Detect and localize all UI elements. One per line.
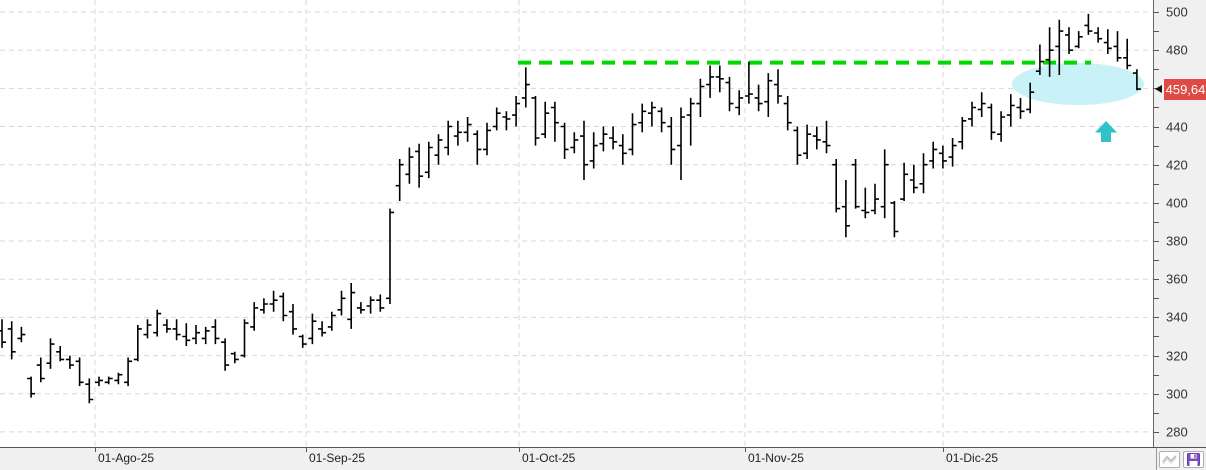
price-axis[interactable]: 280300320340360380400420440460480500 459… <box>1153 0 1206 447</box>
y-axis-tick <box>1154 317 1159 319</box>
y-axis-label: 480 <box>1166 42 1188 58</box>
time-axis[interactable]: 01-Ago-25 01-Sep-25 01-Oct-25 01-Nov-25 01-D… <box>0 447 1206 470</box>
zigzag-icon <box>1162 454 1177 465</box>
x-axis-label: 01-Ago-25 <box>98 451 155 465</box>
y-axis-tick <box>1154 431 1159 433</box>
highlight-ellipse[interactable] <box>1011 62 1144 105</box>
y-axis-label: 400 <box>1166 195 1188 211</box>
save-button[interactable] <box>1183 450 1204 468</box>
ohlc-chart-canvas <box>0 0 1153 447</box>
y-axis-tick <box>1154 50 1159 52</box>
y-axis-label: 380 <box>1166 233 1188 249</box>
last-price-value: 459,64 <box>1164 78 1206 100</box>
x-axis-label: 01-Dic-25 <box>946 451 999 465</box>
y-axis-tick <box>1154 221 1159 223</box>
x-axis-tick <box>744 448 746 452</box>
y-axis-tick <box>1154 412 1159 414</box>
y-axis-label: 500 <box>1166 4 1188 20</box>
y-axis-tick <box>1154 374 1159 376</box>
y-axis-tick <box>1154 107 1159 109</box>
price-chart[interactable] <box>0 0 1153 447</box>
y-axis-label: 340 <box>1166 309 1188 325</box>
x-axis-label: 01-Nov-25 <box>747 451 804 465</box>
y-axis-tick <box>1154 12 1159 14</box>
x-axis-label: 01-Sep-25 <box>309 451 366 465</box>
y-axis-tick <box>1154 183 1159 185</box>
y-axis-tick <box>1154 69 1159 71</box>
x-axis-label: 01-Oct-25 <box>521 451 576 465</box>
y-axis-label: 440 <box>1166 119 1188 135</box>
y-axis-label: 300 <box>1166 386 1188 402</box>
ohlc-bars <box>0 13 1141 404</box>
zigzag-chart-button[interactable] <box>1159 450 1180 468</box>
last-price-label: 459,64 <box>1154 78 1206 101</box>
x-axis-tick <box>95 448 96 452</box>
y-axis-tick <box>1154 336 1159 338</box>
up-arrow-icon[interactable] <box>1095 121 1117 142</box>
y-axis-tick <box>1154 241 1159 243</box>
x-axis-tick <box>943 448 945 452</box>
y-axis-tick <box>1154 355 1159 357</box>
y-axis-tick <box>1154 260 1159 262</box>
y-axis-tick <box>1154 393 1159 395</box>
x-axis-tick <box>306 448 307 452</box>
y-axis-label: 420 <box>1166 157 1188 173</box>
y-axis-tick <box>1154 202 1159 204</box>
y-axis-tick <box>1154 298 1159 300</box>
y-axis-tick <box>1154 126 1159 128</box>
save-icon <box>1187 452 1200 466</box>
y-axis-label: 280 <box>1166 424 1188 440</box>
y-axis-tick <box>1154 164 1159 166</box>
bottom-right-toolbar <box>1156 448 1206 470</box>
y-axis-tick <box>1154 145 1159 147</box>
price-arrow-icon <box>1155 85 1162 94</box>
y-axis-tick <box>1154 279 1159 281</box>
y-axis-label: 320 <box>1166 348 1188 364</box>
y-axis-label: 360 <box>1166 271 1188 287</box>
x-axis-tick <box>518 448 520 452</box>
y-axis-tick <box>1154 31 1159 33</box>
